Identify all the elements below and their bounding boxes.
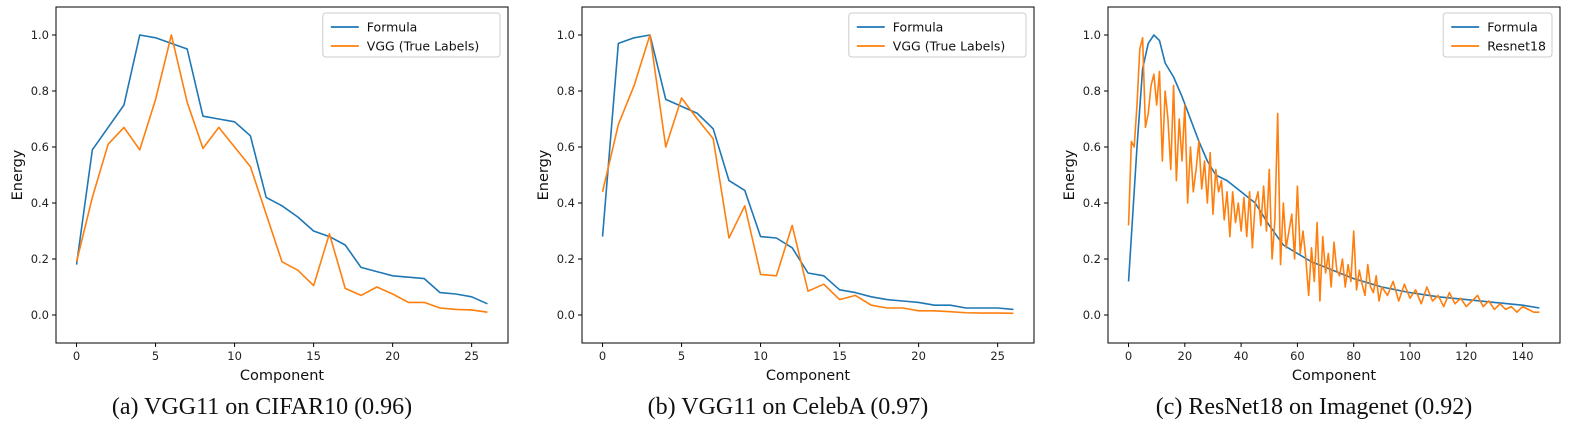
series-line-model — [601, 34, 1014, 315]
x-tick-label: 0 — [1125, 349, 1132, 363]
chart-c: 0 20 40 60 80 100 120 140 0.0 0.2 0.4 0.6 0.8 1.0 Comp… — [1062, 6, 1561, 384]
legend-label: Formula — [1487, 20, 1538, 35]
legend-box — [322, 12, 501, 58]
y-tick-label: 0.0 — [557, 308, 575, 322]
series-group — [1127, 34, 1540, 314]
chart-panel-b: 0 5 10 15 20 25 0.0 0.2 0.4 0.6 0.8 1.0 Component Ene… — [526, 0, 1050, 436]
legend-box — [848, 12, 1027, 58]
y-tick-label: 0.4 — [557, 196, 575, 210]
y-tick-label: 0.0 — [31, 308, 49, 322]
y-tick-label: 1.0 — [557, 28, 575, 42]
x-tick-label: 60 — [1290, 349, 1305, 363]
chart-panel-c: 0 20 40 60 80 100 120 140 0.0 0.2 0.4 0.6 0.8 1.0 Comp… — [1052, 0, 1572, 436]
x-axis-label: Component — [1292, 368, 1376, 384]
plot-frame — [55, 6, 509, 344]
x-tick-label: 120 — [1455, 349, 1477, 363]
series-line-model — [1127, 36, 1540, 314]
chart-caption: (c) ResNet18 on Imagenet (0.92) — [1155, 394, 1473, 420]
y-tick-label: 1.0 — [1083, 28, 1101, 42]
y-tick-label: 0.2 — [557, 252, 575, 266]
chart-caption: (b) VGG11 on CelebA (0.97) — [647, 394, 929, 420]
y-tick-label: 0.8 — [1083, 84, 1101, 98]
series-line-model — [75, 34, 488, 313]
y-tick-label: 0.6 — [557, 140, 575, 154]
y-tick-label: 0.8 — [557, 84, 575, 98]
series-line-formula — [601, 34, 1014, 311]
x-tick-label: 10 — [753, 349, 768, 363]
series-line-formula — [1127, 34, 1540, 309]
y-tick-label: 0.4 — [1083, 196, 1101, 210]
x-tick-label: 20 — [911, 349, 926, 363]
series-group — [75, 34, 488, 313]
x-tick-label: 25 — [464, 349, 479, 363]
chart-a: 0 5 10 15 20 25 0.0 0.2 0.4 0.6 0.8 1.0 Component Ene… — [10, 6, 509, 384]
x-tick-label: 0 — [599, 349, 606, 363]
x-tick-label: 40 — [1234, 349, 1249, 363]
x-tick-label: 25 — [990, 349, 1005, 363]
x-tick-label: 15 — [306, 349, 321, 363]
x-tick-label: 20 — [385, 349, 400, 363]
series-line-formula — [75, 34, 488, 305]
legend-label: VGG (True Labels) — [893, 39, 1005, 54]
x-tick-label: 0 — [73, 349, 80, 363]
y-axis-label: Energy — [536, 149, 552, 200]
y-tick-label: 0.0 — [1083, 308, 1101, 322]
y-tick-label: 0.2 — [1083, 252, 1101, 266]
x-tick-label: 15 — [832, 349, 847, 363]
chart-b: 0 5 10 15 20 25 0.0 0.2 0.4 0.6 0.8 1.0 Component Ene… — [536, 6, 1035, 384]
x-tick-label: 20 — [1178, 349, 1193, 363]
legend-label: Formula — [893, 20, 944, 35]
x-tick-label: 80 — [1346, 349, 1361, 363]
x-tick-label: 5 — [152, 349, 159, 363]
x-tick-label: 10 — [227, 349, 242, 363]
chart-caption: (a) VGG11 on CIFAR10 (0.96) — [111, 394, 413, 420]
legend-label: VGG (True Labels) — [367, 39, 479, 54]
y-axis-label: Energy — [10, 149, 26, 200]
y-tick-label: 0.2 — [31, 252, 49, 266]
legend-label: Resnet18 — [1487, 39, 1546, 54]
series-group — [601, 34, 1014, 315]
x-tick-label: 140 — [1512, 349, 1534, 363]
chart-panel-a: 0 5 10 15 20 25 0.0 0.2 0.4 0.6 0.8 1.0 Component Ene… — [0, 0, 524, 436]
x-tick-label: 100 — [1399, 349, 1421, 363]
plot-frame — [581, 6, 1035, 344]
x-axis-label: Component — [766, 368, 850, 384]
y-tick-label: 0.8 — [31, 84, 49, 98]
y-axis-label: Energy — [1062, 149, 1078, 200]
y-tick-label: 0.6 — [1083, 140, 1101, 154]
y-tick-label: 1.0 — [31, 28, 49, 42]
plot-frame — [1107, 6, 1561, 344]
legend-label: Formula — [367, 20, 418, 35]
x-tick-label: 5 — [678, 349, 685, 363]
y-tick-label: 0.6 — [31, 140, 49, 154]
x-axis-label: Component — [240, 368, 324, 384]
y-tick-label: 0.4 — [31, 196, 49, 210]
